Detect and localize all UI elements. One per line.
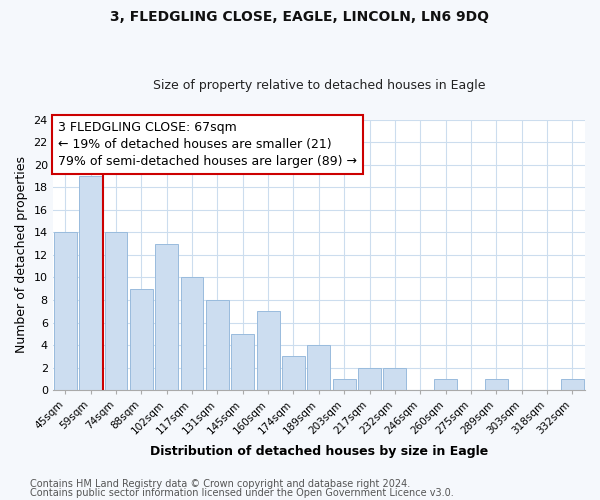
Text: 3 FLEDGLING CLOSE: 67sqm
← 19% of detached houses are smaller (21)
79% of semi-d: 3 FLEDGLING CLOSE: 67sqm ← 19% of detach… [58,121,357,168]
Bar [79,176,102,390]
Bar [282,356,305,390]
Bar [130,289,153,390]
Bar [181,278,203,390]
Bar [485,379,508,390]
Bar [383,368,406,390]
Bar [155,244,178,390]
Bar [232,334,254,390]
Y-axis label: Number of detached properties: Number of detached properties [15,156,28,354]
Bar [104,232,127,390]
Bar [307,345,330,391]
Bar [561,379,584,390]
Text: Contains HM Land Registry data © Crown copyright and database right 2024.: Contains HM Land Registry data © Crown c… [30,479,410,489]
Bar [257,312,280,390]
Title: Size of property relative to detached houses in Eagle: Size of property relative to detached ho… [152,79,485,92]
X-axis label: Distribution of detached houses by size in Eagle: Distribution of detached houses by size … [150,444,488,458]
Bar [54,232,77,390]
Bar [333,379,356,390]
Bar [206,300,229,390]
Text: 3, FLEDGLING CLOSE, EAGLE, LINCOLN, LN6 9DQ: 3, FLEDGLING CLOSE, EAGLE, LINCOLN, LN6 … [110,10,490,24]
Text: Contains public sector information licensed under the Open Government Licence v3: Contains public sector information licen… [30,488,454,498]
Bar [358,368,381,390]
Bar [434,379,457,390]
